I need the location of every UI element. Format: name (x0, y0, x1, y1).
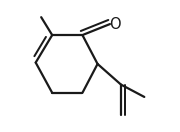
Text: O: O (109, 17, 121, 32)
